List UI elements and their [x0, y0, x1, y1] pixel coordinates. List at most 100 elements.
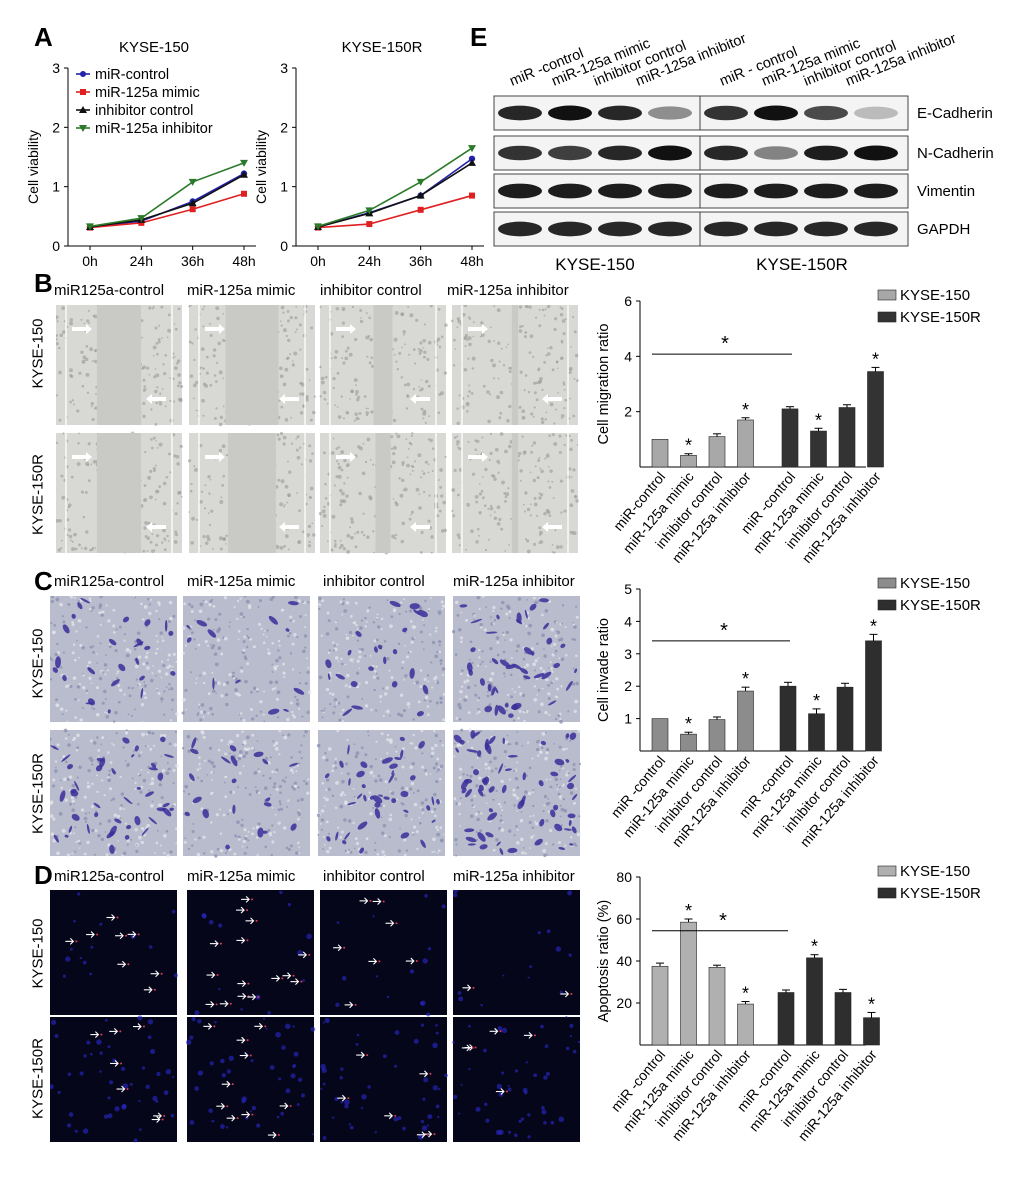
pore-dot — [73, 658, 77, 662]
arrow-right — [72, 324, 92, 334]
stained-cell — [391, 681, 398, 688]
pore-dot — [390, 791, 395, 796]
pore-dot — [558, 745, 562, 749]
pore-dot — [429, 596, 432, 599]
pore-dot — [175, 763, 179, 768]
stained-cell — [496, 614, 500, 620]
cell-dot — [553, 317, 558, 321]
data-point — [137, 215, 146, 223]
pore-dot — [548, 802, 551, 805]
pore-dot — [166, 854, 170, 858]
pore-dot — [279, 785, 282, 788]
pore-dot — [157, 669, 162, 673]
pore-dot — [438, 644, 441, 647]
pore-dot — [388, 817, 393, 822]
cell-dot — [538, 496, 542, 500]
pore-dot — [515, 824, 518, 828]
cell-dot — [565, 434, 568, 437]
pore-dot — [136, 631, 141, 636]
pore-dot — [354, 601, 358, 605]
pore-dot — [172, 804, 175, 808]
pore-dot — [196, 738, 199, 741]
stained-cell — [463, 778, 473, 784]
pore-dot — [439, 826, 443, 830]
cell-dot — [155, 534, 160, 538]
cell-dot — [535, 398, 539, 402]
stained-cell — [80, 597, 91, 604]
pore-dot — [255, 836, 259, 839]
cell-dot — [146, 550, 149, 552]
cell-dot — [419, 551, 423, 554]
stained-cell — [499, 848, 504, 855]
pore-dot — [324, 707, 326, 710]
cell-dot — [285, 334, 288, 338]
nucleus-dot — [497, 1026, 503, 1031]
pore-dot — [152, 744, 156, 747]
cell-dot — [474, 448, 478, 452]
cell-dot — [295, 448, 299, 452]
pore-dot — [185, 708, 188, 711]
pore-dot — [556, 783, 559, 786]
cell-dot — [350, 517, 354, 521]
nucleus-dot — [107, 1113, 113, 1119]
pore-dot — [463, 698, 468, 702]
pore-dot — [543, 794, 548, 799]
pore-dot — [556, 630, 561, 635]
pore-dot — [533, 834, 535, 837]
pore-dot — [64, 737, 68, 740]
pore-dot — [71, 852, 73, 855]
pore-dot — [142, 721, 144, 723]
pore-dot — [512, 788, 516, 792]
pore-dot — [125, 653, 130, 658]
pore-dot — [304, 646, 307, 649]
pore-dot — [361, 697, 364, 700]
cell-dot — [354, 337, 358, 342]
pore-dot — [210, 761, 215, 765]
pore-dot — [236, 820, 240, 824]
pore-dot — [562, 766, 565, 770]
cell-dot — [69, 321, 74, 326]
pore-dot — [550, 645, 553, 648]
pore-dot — [288, 631, 292, 635]
pore-dot — [426, 674, 430, 677]
pore-dot — [278, 800, 282, 803]
pore-dot — [544, 710, 548, 715]
stained-cell — [144, 645, 151, 651]
cell-dot — [76, 409, 80, 413]
pore-dot — [307, 778, 310, 781]
blot-band — [598, 183, 642, 199]
y-tick-label: 40 — [616, 953, 632, 969]
stained-cell — [134, 815, 141, 826]
pore-dot — [424, 695, 429, 700]
cell-dot — [486, 390, 490, 394]
cell-dot — [286, 310, 290, 313]
nucleus-dot — [99, 922, 103, 926]
cell-dot — [208, 322, 212, 325]
pore-dot — [522, 710, 526, 714]
pore-dot — [66, 675, 68, 678]
pore-dot — [555, 621, 558, 624]
cell-dot — [453, 436, 457, 439]
cell-dot — [529, 503, 532, 506]
pore-dot — [360, 619, 363, 622]
cell-dot — [284, 503, 286, 506]
pore-dot — [251, 832, 255, 836]
pore-dot — [460, 728, 464, 732]
stained-cell — [169, 807, 174, 811]
pore-dot — [150, 781, 155, 785]
cell-dot — [346, 412, 349, 415]
pore-dot — [543, 648, 545, 650]
cell-dot — [296, 455, 301, 460]
pore-dot — [486, 694, 490, 698]
cell-dot — [402, 489, 405, 492]
fluorescence-image — [187, 1017, 314, 1142]
pore-dot — [564, 844, 567, 847]
bar — [708, 436, 726, 468]
pore-dot — [366, 609, 370, 613]
stained-cell — [71, 813, 80, 821]
pore-dot — [395, 750, 398, 753]
stained-cell — [522, 772, 527, 781]
pore-dot — [476, 817, 480, 822]
pore-dot — [202, 852, 206, 855]
pore-dot — [292, 620, 295, 623]
